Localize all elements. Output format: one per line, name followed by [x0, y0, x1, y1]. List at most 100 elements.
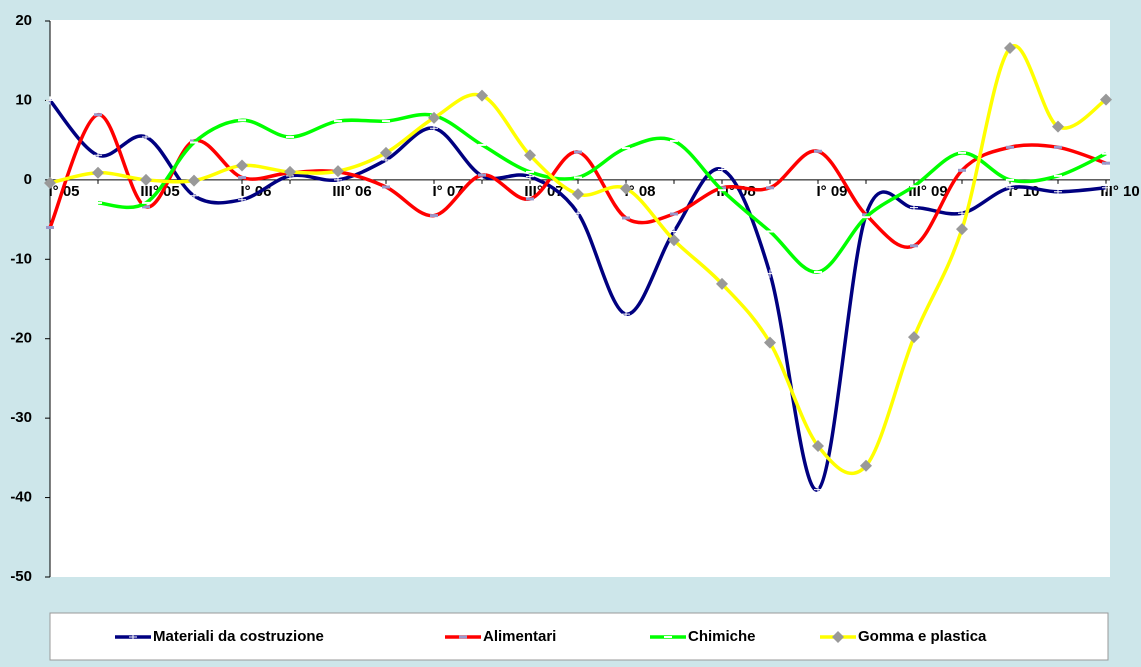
marker — [574, 209, 582, 218]
marker — [574, 176, 582, 179]
marker — [46, 226, 54, 230]
y-tick-label: 20 — [15, 12, 32, 29]
marker — [572, 188, 584, 201]
y-tick-label: -50 — [10, 568, 32, 585]
marker — [1006, 145, 1014, 149]
marker — [910, 244, 918, 248]
marker — [238, 195, 246, 204]
marker — [334, 175, 342, 184]
y-tick-label: 0 — [24, 171, 32, 188]
marker — [332, 165, 344, 178]
marker — [1054, 145, 1062, 149]
marker — [382, 185, 390, 189]
marker — [1102, 183, 1110, 192]
marker — [459, 635, 467, 639]
series-line — [97, 112, 1107, 274]
marker — [1052, 120, 1064, 133]
marker — [764, 336, 776, 349]
marker — [668, 234, 680, 247]
marker — [286, 135, 294, 138]
marker — [956, 223, 968, 236]
marker — [766, 230, 774, 233]
marker — [92, 166, 104, 179]
marker — [1006, 183, 1014, 192]
marker — [910, 185, 918, 188]
marker — [526, 170, 534, 173]
marker — [1102, 161, 1110, 165]
x-tick-label: III° 10 — [1100, 183, 1139, 200]
marker — [142, 132, 150, 141]
x-tick-label: III° 06 — [332, 183, 371, 200]
marker — [574, 150, 582, 154]
marker — [129, 633, 137, 641]
marker — [44, 177, 56, 190]
marker — [284, 165, 296, 178]
marker — [1004, 42, 1016, 55]
x-tick-label: I° 09 — [816, 183, 847, 200]
x-tick-label: I° 07 — [432, 183, 463, 200]
marker — [1006, 178, 1014, 181]
marker — [814, 485, 822, 494]
marker — [142, 201, 150, 204]
marker — [812, 439, 824, 452]
marker — [814, 270, 822, 273]
marker — [716, 277, 728, 290]
y-tick-label: -40 — [10, 489, 32, 506]
marker — [1054, 187, 1062, 196]
plot-area — [50, 20, 1110, 577]
marker — [190, 141, 198, 144]
marker — [766, 269, 774, 278]
marker — [46, 96, 54, 105]
marker — [238, 119, 246, 122]
marker — [958, 168, 966, 172]
y-tick-label: -20 — [10, 330, 32, 347]
marker — [524, 149, 536, 162]
legend-label: Chimiche — [688, 628, 756, 645]
marker — [94, 113, 102, 117]
marker — [766, 186, 774, 190]
marker — [334, 120, 342, 123]
marker — [188, 174, 200, 187]
marker — [236, 159, 248, 172]
marker — [958, 151, 966, 154]
marker — [478, 173, 486, 177]
marker — [476, 89, 488, 102]
marker — [238, 175, 246, 179]
marker — [664, 636, 672, 638]
marker — [862, 216, 870, 219]
x-tick-label: I° 08 — [624, 183, 655, 200]
x-tick-label: I° 06 — [240, 183, 271, 200]
y-tick-label: -30 — [10, 409, 32, 426]
marker — [860, 459, 872, 472]
marker — [620, 182, 632, 195]
marker — [718, 189, 726, 192]
marker — [670, 139, 678, 142]
marker — [526, 197, 534, 201]
marker — [670, 227, 678, 236]
marker — [670, 212, 678, 216]
legend-box — [49, 612, 1109, 661]
marker — [622, 216, 630, 220]
x-tick-label: I° 10 — [1008, 183, 1039, 200]
marker — [428, 111, 440, 124]
legend-label: Materiali da costruzione — [153, 628, 324, 645]
marker — [380, 146, 392, 159]
marker — [908, 331, 920, 344]
marker — [140, 173, 152, 186]
marker — [718, 165, 726, 174]
marker — [526, 172, 534, 181]
y-tick-label: -10 — [10, 250, 32, 267]
marker — [142, 205, 150, 209]
marker — [622, 310, 630, 319]
marker — [1102, 152, 1110, 155]
marker — [382, 120, 390, 123]
marker — [1100, 93, 1112, 106]
legend-label: Gomma e plastica — [858, 628, 987, 645]
marker — [94, 201, 102, 204]
y-tick-label: 10 — [15, 91, 32, 108]
marker — [814, 149, 822, 153]
marker — [1054, 174, 1062, 177]
marker — [862, 213, 870, 217]
x-tick-label: III° 09 — [908, 183, 947, 200]
